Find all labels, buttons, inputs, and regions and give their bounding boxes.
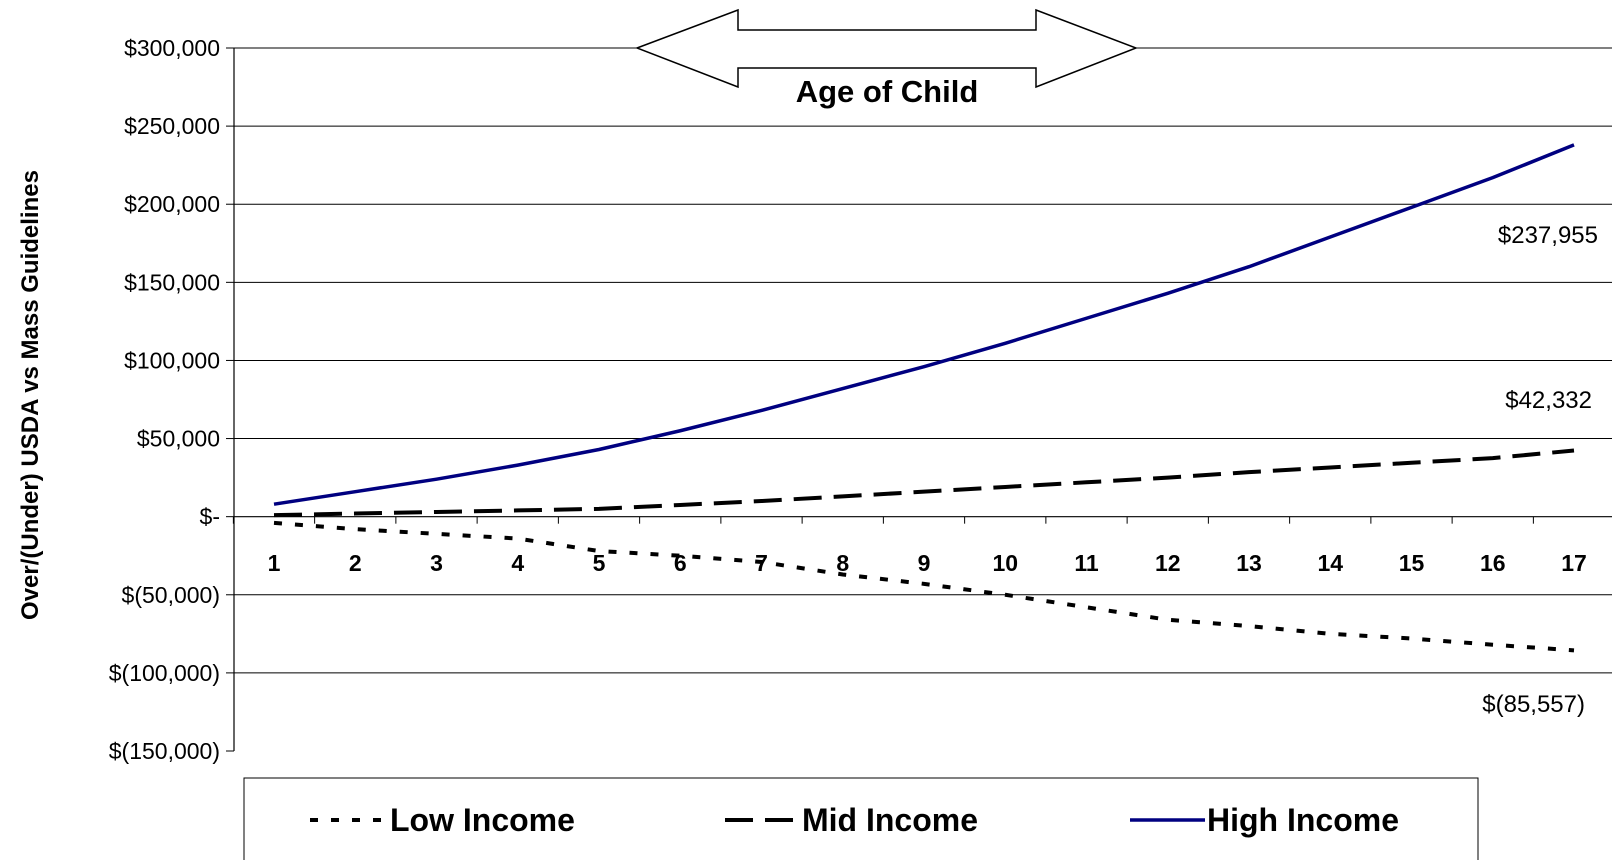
gridlines — [226, 47, 1612, 752]
series-line-high-income — [273, 143, 1575, 506]
end-label-high-income: $237,955 — [1498, 222, 1598, 249]
x-tick-label: 1 — [268, 550, 281, 576]
y-tick-label: $- — [200, 504, 220, 530]
y-tick-label: $300,000 — [124, 35, 220, 61]
x-tick-label: 4 — [511, 550, 524, 576]
y-tick-label: $200,000 — [124, 191, 220, 217]
series-line-mid-income — [273, 448, 1575, 518]
x-tick-label: 15 — [1399, 550, 1425, 576]
x-tick-label: 17 — [1561, 550, 1587, 576]
legend-items: Low Income Mid Income High Income — [310, 802, 1399, 838]
end-value-labels: $(85,557) $42,332 $237,955 — [1482, 222, 1598, 718]
legend-label-low-income: Low Income — [390, 802, 575, 838]
x-tick-label: 5 — [593, 550, 606, 576]
x-tick-label: 8 — [836, 550, 849, 576]
y-tick-label: $50,000 — [137, 426, 220, 452]
y-tick-label: $100,000 — [124, 347, 220, 373]
y-tick-label: $(50,000) — [122, 582, 220, 608]
x-tick-label: 10 — [992, 550, 1018, 576]
x-tick-label: 9 — [918, 550, 931, 576]
x-tick-label: 14 — [1317, 550, 1343, 576]
x-tick-label: 3 — [430, 550, 443, 576]
y-tick-label: $250,000 — [124, 113, 220, 139]
x-tick-label: 16 — [1480, 550, 1506, 576]
double-arrow-shape — [634, 8, 1139, 89]
y-tick-label: $(150,000) — [109, 738, 220, 764]
y-axis-label: Over/(Under) USDA vs Mass Guidelines — [17, 170, 44, 620]
x-tick-label: 11 — [1074, 550, 1099, 576]
age-of-child-label: Age of Child — [796, 74, 979, 109]
x-tick-label: 12 — [1155, 550, 1181, 576]
x-tick-label: 2 — [349, 550, 362, 576]
legend-label-high-income: High Income — [1207, 802, 1399, 838]
y-axis-tick-labels: $300,000 $250,000 $200,000 $150,000 $100,000… — [109, 35, 220, 764]
series-line-low-income — [273, 520, 1575, 653]
axes — [232, 48, 1612, 751]
end-label-low-income: $(85,557) — [1482, 691, 1585, 718]
x-tick-label: 13 — [1236, 550, 1262, 576]
age-of-child-arrow: Age of Child — [634, 8, 1139, 109]
series-lines — [273, 143, 1575, 653]
legend-box — [243, 777, 1479, 860]
y-tick-label: $150,000 — [124, 269, 220, 295]
x-axis-tick-labels: 1 2 3 4 5 6 7 8 9 10 11 12 13 14 15 16 17 — [268, 550, 1587, 576]
y-tick-label: $(100,000) — [109, 660, 220, 686]
legend-label-mid-income: Mid Income — [802, 802, 978, 838]
legend: Low Income Mid Income High Income — [243, 777, 1479, 860]
end-label-mid-income: $42,332 — [1505, 387, 1592, 414]
